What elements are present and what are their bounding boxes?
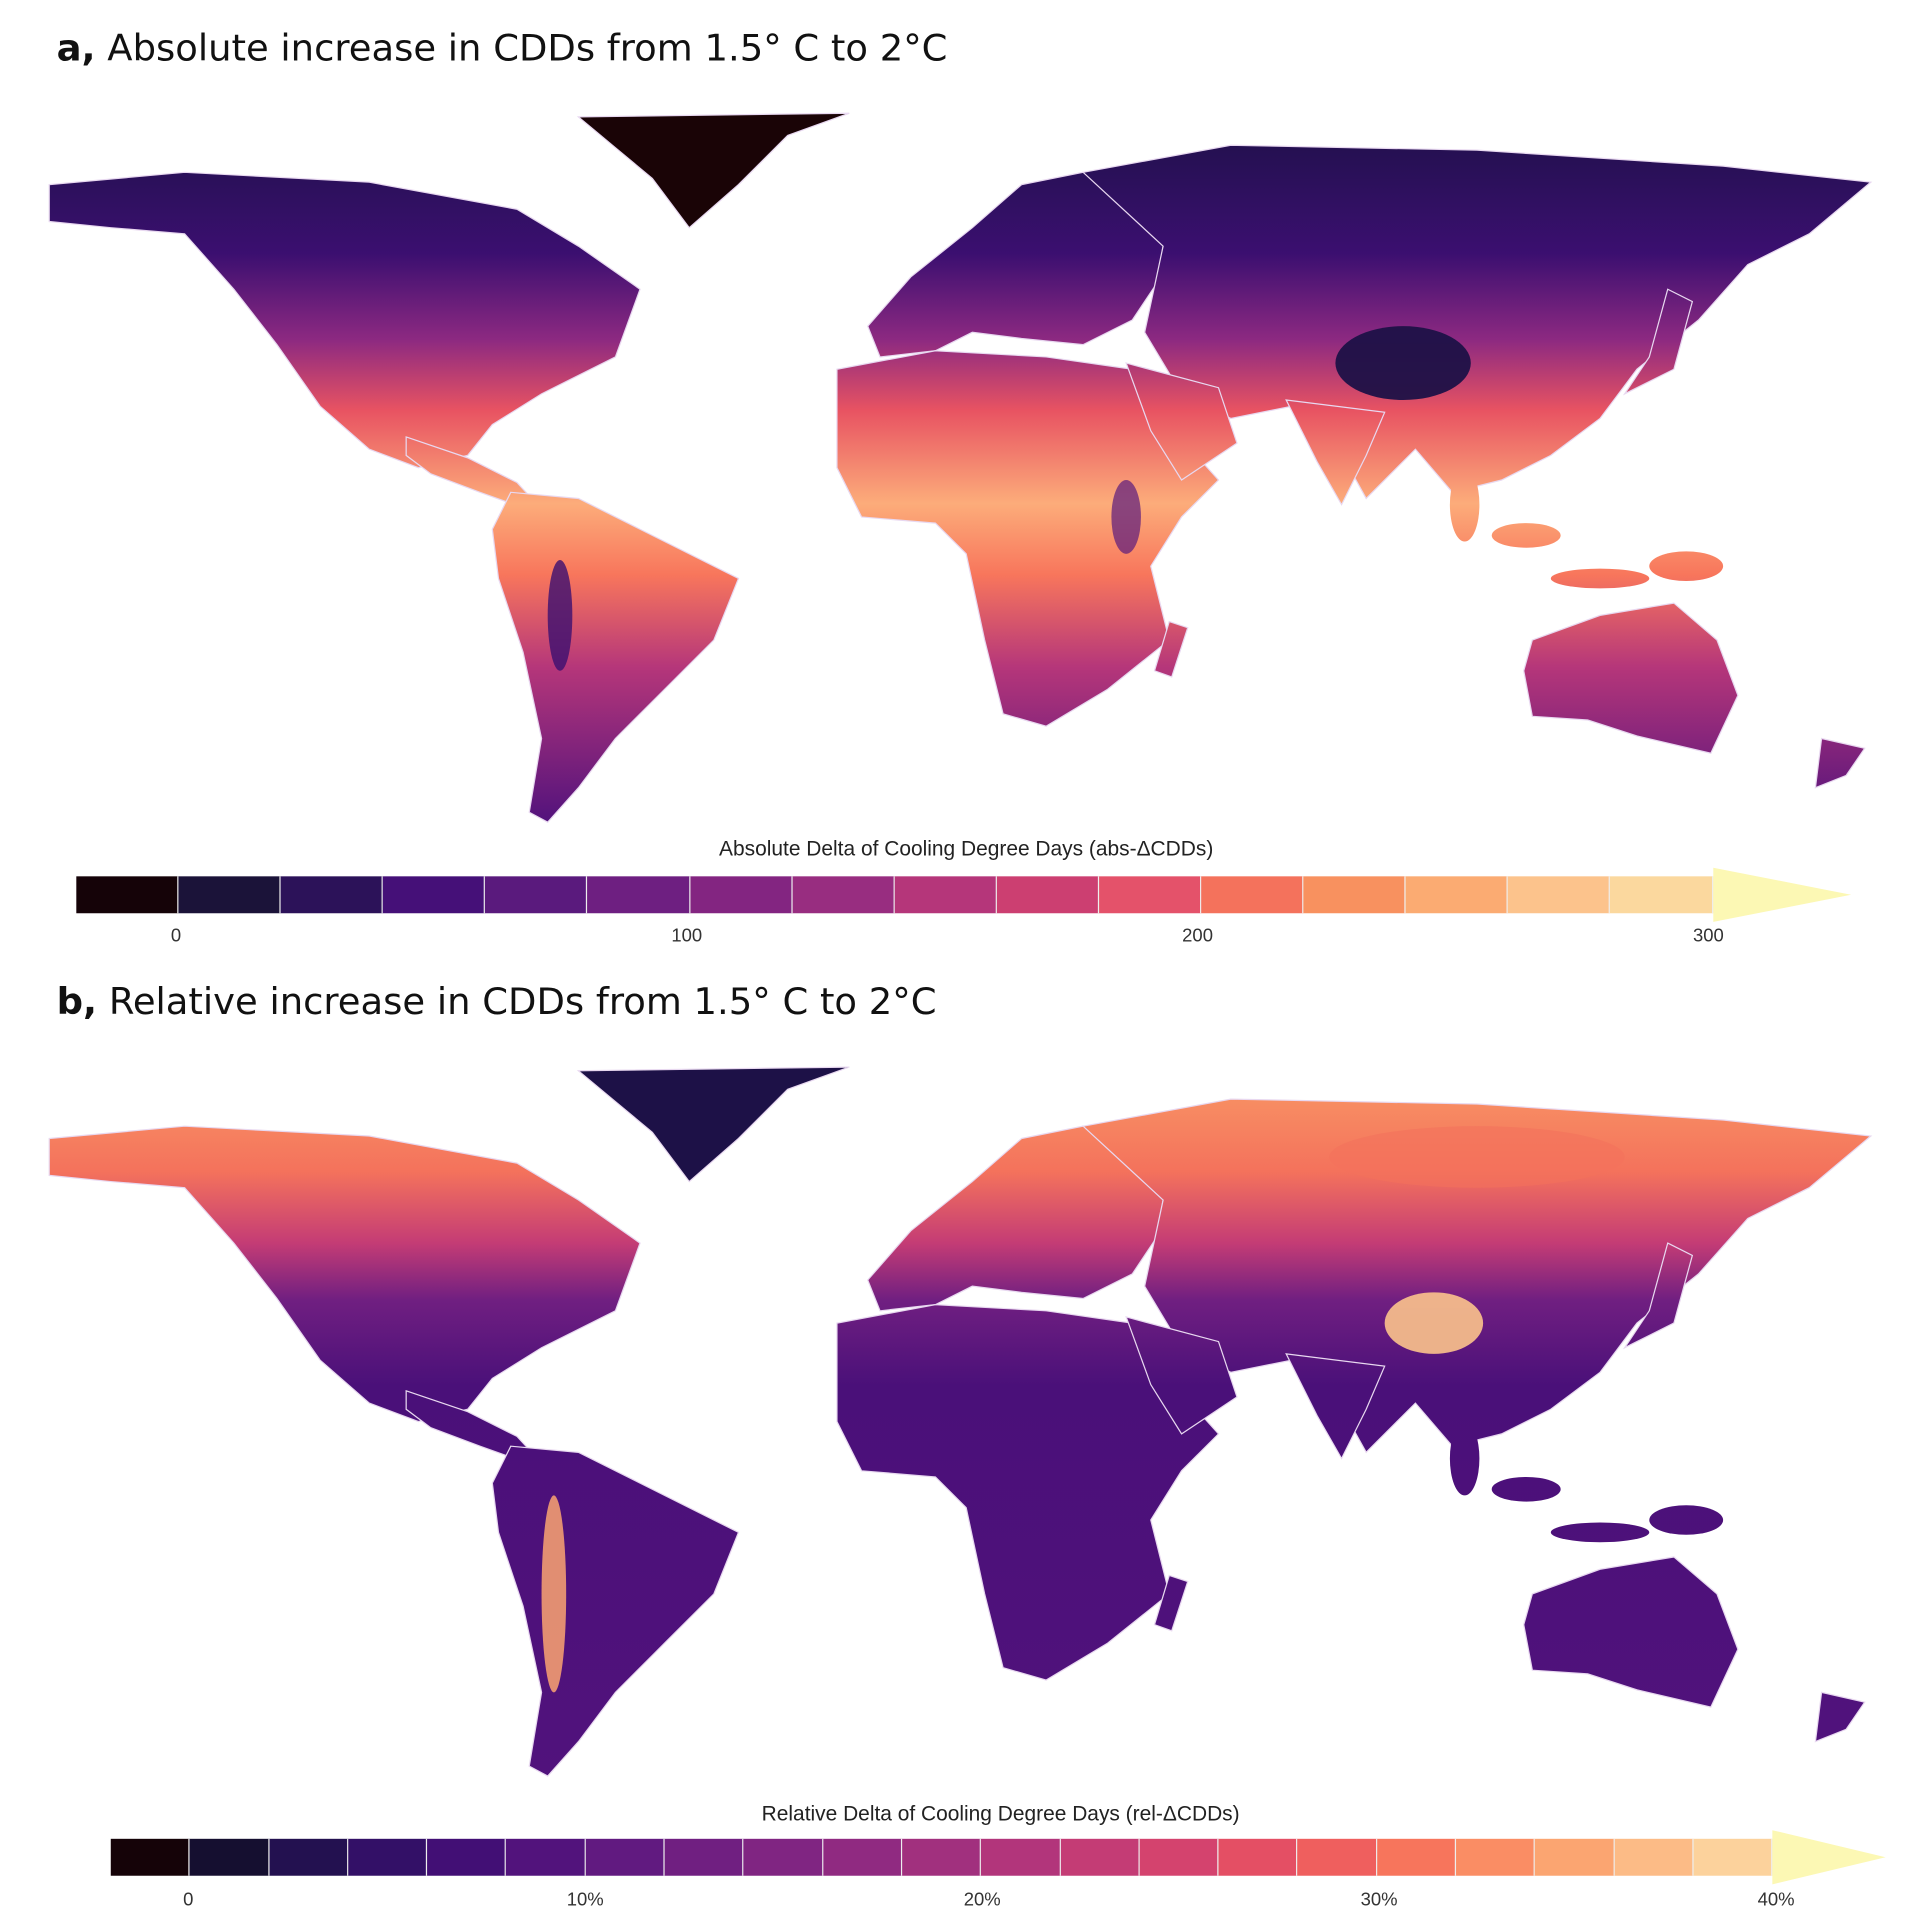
panel-a-title: a, Absolute increase in CDDs from 1.5° C…	[57, 27, 948, 70]
colorbar-bin	[792, 876, 895, 914]
region-arabia	[1125, 1316, 1238, 1435]
region-europe	[867, 1125, 1170, 1312]
colorbar-bin	[981, 1838, 1061, 1876]
region-maritime-southeast-asia	[1550, 568, 1650, 589]
colorbar-bin	[689, 876, 793, 914]
colorbar-bin	[996, 876, 1100, 914]
region-maritime-southeast-asia	[1491, 523, 1561, 548]
colorbar-bin	[664, 1838, 744, 1876]
colorbar-bin	[280, 876, 384, 914]
colorbar-bin	[1456, 1838, 1536, 1876]
colorbar-bin	[1376, 1838, 1457, 1876]
colorbar-bin	[506, 1838, 586, 1876]
region-australia	[1523, 1556, 1739, 1708]
colorbar-a	[76, 867, 1851, 922]
region-new-zealand	[1814, 737, 1866, 789]
colorbar-bin	[269, 1838, 349, 1876]
colorbar-bin	[76, 876, 179, 914]
region-madagascar	[1153, 620, 1189, 678]
colorbar-bin	[1060, 1838, 1140, 1876]
colorbar-bin	[1099, 876, 1202, 914]
region-maritime-southeast-asia	[1491, 1476, 1561, 1502]
colorbar-bin	[1139, 1838, 1219, 1876]
colorbar-bin	[348, 1838, 428, 1876]
panel-a-title-text: Absolute increase in CDDs from 1.5° C to…	[107, 27, 948, 71]
region-maritime-southeast-asia	[1649, 1505, 1724, 1535]
region-japan	[1622, 288, 1694, 396]
region-europe	[867, 171, 1170, 358]
region-maritime-southeast-asia	[1649, 551, 1724, 581]
region-north-america	[48, 1125, 641, 1423]
region-maritime-southeast-asia	[1550, 1522, 1650, 1543]
region-maritime-southeast-asia	[1449, 467, 1480, 542]
region-japan	[1622, 1242, 1694, 1350]
panel-b-title: b, Relative increase in CDDs from 1.5° C…	[57, 981, 937, 1024]
colorbar-bin	[902, 1838, 982, 1876]
colorbar-bin	[189, 1838, 270, 1876]
colorbar-tick-label: 40%	[1757, 1889, 1795, 1911]
colorbar-bin	[383, 876, 486, 914]
colorbar-bin	[1405, 876, 1509, 914]
region-south-america	[491, 491, 740, 823]
colorbar-bin	[1218, 1838, 1298, 1876]
colorbar-bin	[1297, 1838, 1377, 1876]
region-new-zealand	[1814, 1691, 1866, 1743]
colorbar-bin	[1508, 876, 1611, 914]
colorbar-bin	[1693, 1838, 1773, 1876]
region-india	[1285, 399, 1386, 506]
region-north-america	[48, 171, 641, 469]
colorbar-tick-label: 200	[1182, 925, 1213, 947]
region-india	[1285, 1353, 1386, 1460]
colorbar-tick-label: 100	[671, 925, 703, 947]
colorbar-tick-label: 300	[1692, 925, 1724, 947]
legend-a-title: Absolute Delta of Cooling Degree Days (a…	[719, 836, 1214, 861]
colorbar-tick-label: 0	[183, 1889, 194, 1911]
colorbar-tick-label: 0	[170, 925, 182, 947]
panel-a-label: a,	[56, 27, 96, 71]
colorbar-tick-label: 20%	[963, 1889, 1001, 1911]
tibet-low-region	[1335, 326, 1471, 401]
map-absolute-increase	[48, 112, 1873, 823]
region-greenland	[576, 112, 850, 229]
region-south-america	[491, 1445, 740, 1777]
panel-b-title-text: Relative increase in CDDs from 1.5° C to…	[108, 980, 937, 1025]
colorbar-arrow	[1772, 1830, 1886, 1885]
colorbar-tick-label: 30%	[1360, 1889, 1398, 1911]
colorbar-bin	[585, 1838, 665, 1876]
map-relative-increase	[48, 1066, 1873, 1777]
andes-high-region	[541, 1495, 567, 1693]
colorbar-bin	[427, 1838, 507, 1876]
andes-low-region	[547, 560, 573, 671]
colorbar-bin	[587, 876, 690, 914]
legend-b-title: Relative Delta of Cooling Degree Days (r…	[761, 1801, 1240, 1826]
colorbar-b	[110, 1830, 1886, 1885]
siberia-hotspot	[1329, 1126, 1625, 1188]
colorbar-bin	[823, 1838, 903, 1876]
colorbar-bin	[743, 1838, 824, 1876]
region-africa	[836, 1304, 1220, 1681]
colorbar-bin	[485, 876, 588, 914]
region-greenland	[576, 1066, 850, 1183]
region-arabia	[1125, 362, 1238, 481]
colorbar-bin	[178, 876, 281, 914]
colorbar-tick-label: 10%	[566, 1889, 604, 1911]
colorbar-bin	[894, 876, 997, 914]
tibet-high-region	[1384, 1292, 1484, 1354]
colorbar-arrow	[1712, 867, 1851, 922]
region-australia	[1523, 602, 1739, 754]
colorbar-bin	[1303, 876, 1406, 914]
colorbar-bin	[110, 1838, 190, 1876]
colorbar-bin	[1610, 876, 1713, 914]
panel-b-label: b,	[56, 980, 98, 1025]
east-africa-highlands	[1111, 480, 1141, 554]
colorbar-bin	[1201, 876, 1304, 914]
colorbar-bin	[1614, 1838, 1694, 1876]
region-africa	[836, 350, 1220, 727]
region-madagascar	[1153, 1574, 1189, 1632]
colorbar-bin	[1535, 1838, 1615, 1876]
region-maritime-southeast-asia	[1449, 1421, 1480, 1496]
